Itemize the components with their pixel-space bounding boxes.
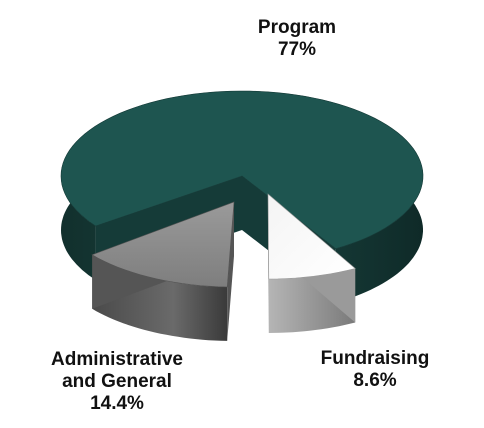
administrative-name-line2: and General [62, 371, 172, 392]
program-name: Program [257, 17, 337, 38]
administrative-name-line1: Administrative [51, 349, 183, 370]
administrative-label: Administrative and General 14.4% [22, 349, 212, 415]
fundraising-name: Fundraising [320, 348, 430, 369]
slice-fundraising [267, 193, 356, 333]
slice-top-administrative-and-general [91, 201, 235, 288]
slice-top-program [60, 90, 424, 250]
fundraising-percent: 8.6% [353, 370, 397, 391]
fundraising-label: Fundraising 8.6% [300, 348, 450, 392]
program-label: Program 77% [222, 17, 372, 61]
slice-administrative-and-general [91, 201, 235, 341]
administrative-percent: 14.4% [90, 393, 144, 414]
program-percent: 77% [277, 39, 317, 60]
slice-top-fundraising [267, 193, 356, 280]
